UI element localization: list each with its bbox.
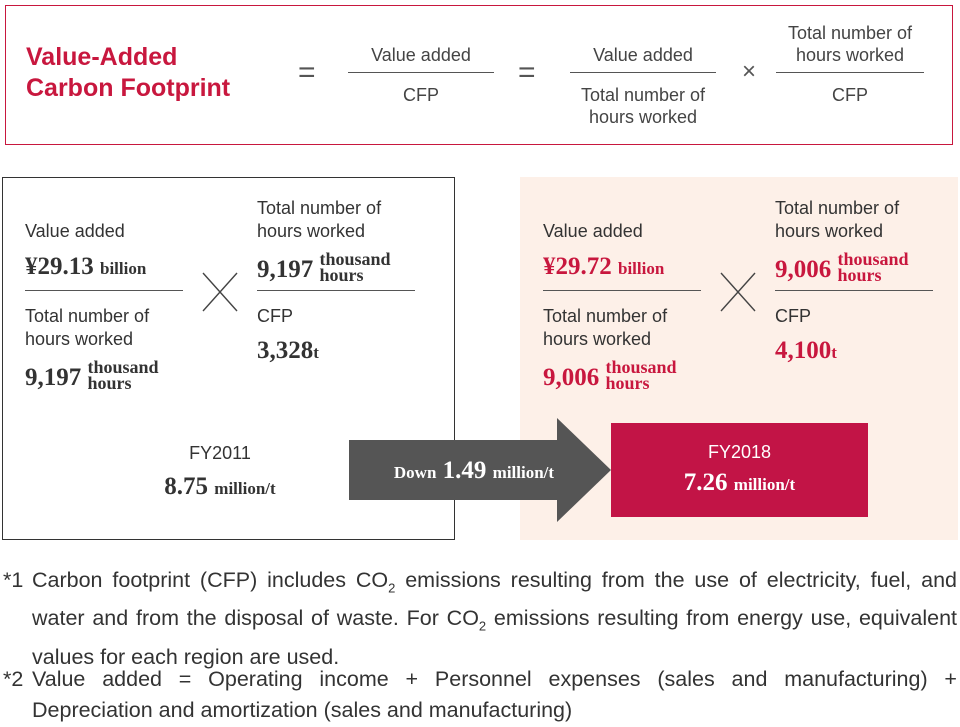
frac3-numerator: Total number of hours worked bbox=[776, 22, 924, 66]
fy2018-left-bar bbox=[543, 290, 701, 291]
equals-sign-2: = bbox=[518, 56, 536, 89]
note2-text: Value added = Operating income + Personn… bbox=[32, 667, 957, 722]
fy2011-hours-label: Total number of hours worked bbox=[25, 305, 149, 351]
fy2011-left-bar bbox=[25, 290, 183, 291]
frac1-denominator: CFP bbox=[403, 85, 439, 105]
fy2018-hours-label-line2: hours worked bbox=[543, 329, 652, 349]
fy2018-cfp-unit: t bbox=[831, 343, 837, 362]
fy2018-right-bar bbox=[775, 290, 933, 291]
fy2011-hours2-label-line2: hours worked bbox=[257, 221, 366, 241]
fy2018-value-added-label: Value added bbox=[543, 221, 643, 241]
frac1-numerator: Value added bbox=[371, 45, 471, 65]
equals-sign-1: = bbox=[298, 56, 316, 89]
fy2011-result: 8.75 million/t bbox=[120, 473, 320, 503]
formula-title-line2: Carbon Footprint bbox=[26, 74, 231, 102]
fy2018-year: FY2018 bbox=[707, 442, 772, 462]
frac1-bar bbox=[348, 72, 494, 73]
fy2011-hours2-number: 9,197 bbox=[257, 256, 314, 283]
fy2011-hours2-label-line1: Total number of bbox=[257, 198, 382, 218]
fy2011-hours2-label: Total number of hours worked bbox=[257, 197, 381, 243]
times-sign-formula: × bbox=[741, 58, 756, 85]
frac2-den-line1: Total number of bbox=[580, 85, 706, 105]
fy2011-cfp-number: 3,328 bbox=[257, 337, 314, 364]
fy2018-value-added-unit: billion bbox=[618, 259, 665, 278]
fy2018-hours2-unit: thousand hours bbox=[837, 249, 909, 285]
fy2018-hours2-number: 9,006 bbox=[775, 256, 832, 283]
fy2011-hours-unit: thousand hours bbox=[87, 357, 159, 393]
fy2011-cfp-label: CFP bbox=[257, 306, 293, 326]
fy2011-cfp-value: 3,328t bbox=[257, 337, 319, 367]
frac2-bar bbox=[570, 72, 716, 73]
fy2011-panel bbox=[2, 177, 455, 540]
fy2018-result-unit: million/t bbox=[733, 475, 796, 494]
frac3-num-line2: hours worked bbox=[795, 45, 905, 65]
fy2011-hours-label-line1: Total number of bbox=[25, 306, 150, 326]
fy2018-value-added-number: ¥29.72 bbox=[543, 253, 612, 280]
fy2018-hours2-label-line1: Total number of bbox=[775, 198, 900, 218]
fy2018-hours-value: 9,006 thousand hours bbox=[543, 357, 677, 393]
fy2011-year: FY2011 bbox=[189, 443, 251, 463]
fy2018-cfp-label: CFP bbox=[775, 306, 811, 326]
fy2018-result-box: FY2018 7.26 million/t bbox=[611, 423, 868, 517]
fy2011-hours2-value: 9,197 thousand hours bbox=[257, 249, 391, 285]
frac3-denominator: CFP bbox=[832, 85, 868, 105]
fy2011-hours-number: 9,197 bbox=[25, 364, 82, 391]
formula-box bbox=[5, 5, 953, 145]
fy2018-value-added: ¥29.72 billion bbox=[543, 253, 664, 283]
fy2018-hours2-label-line2: hours worked bbox=[775, 221, 884, 241]
formula-title-line1: Value-Added bbox=[26, 43, 178, 71]
fy2011-hours-label-line2: hours worked bbox=[25, 329, 134, 349]
fy2018-cfp-value: 4,100t bbox=[775, 337, 837, 367]
fy2018-hours-unit: thousand hours bbox=[605, 357, 677, 393]
fy2018-hours-label-line1: Total number of bbox=[543, 306, 668, 326]
fy2018-result-number: 7.26 bbox=[683, 469, 728, 496]
formula-title: Value-Added Carbon Footprint bbox=[26, 42, 286, 104]
fy2018-result: 7.26 million/t bbox=[611, 469, 868, 499]
arrow-unit: million/t bbox=[492, 463, 555, 482]
frac2-denominator: Total number of hours worked bbox=[570, 84, 716, 128]
fy2011-value-added-unit: billion bbox=[100, 259, 147, 278]
fy2018-hours2-label: Total number of hours worked bbox=[775, 197, 899, 243]
fy2011-value-added-number: ¥29.13 bbox=[25, 253, 94, 280]
fy2011-value-added-label: Value added bbox=[25, 221, 125, 241]
down-arrow-icon bbox=[349, 418, 611, 522]
note1-text: Carbon footprint (CFP) includes CO2 emis… bbox=[32, 568, 957, 669]
fy2011-result-number: 8.75 bbox=[164, 473, 209, 500]
fy2011-value-added: ¥29.13 billion bbox=[25, 253, 146, 283]
fy2011-right-bar bbox=[257, 290, 415, 291]
arrow-label: Down 1.49 million/t bbox=[349, 456, 599, 488]
frac2-numerator: Value added bbox=[593, 45, 693, 65]
fy2011-hours2-unit: thousand hours bbox=[319, 249, 391, 285]
frac3-num-line1: Total number of bbox=[787, 23, 913, 43]
fy2011-times-icon bbox=[202, 272, 238, 312]
fy2018-times-icon bbox=[720, 272, 756, 312]
fy2018-hours-number: 9,006 bbox=[543, 364, 600, 391]
arrow-prefix: Down bbox=[393, 463, 437, 482]
fy2011-result-unit: million/t bbox=[214, 479, 276, 498]
fy2011-hours-value: 9,197 thousand hours bbox=[25, 357, 159, 393]
fy2011-cfp-unit: t bbox=[313, 343, 319, 362]
note2-mark: *2 bbox=[3, 667, 24, 691]
fy2018-cfp-number: 4,100 bbox=[775, 337, 832, 364]
note1-mark: *1 bbox=[3, 568, 24, 592]
fy2018-hours-label: Total number of hours worked bbox=[543, 305, 667, 351]
fy2018-hours2-value: 9,006 thousand hours bbox=[775, 249, 909, 285]
frac2-den-line2: hours worked bbox=[588, 107, 698, 127]
frac3-bar bbox=[776, 72, 924, 73]
arrow-value: 1.49 bbox=[442, 457, 487, 484]
